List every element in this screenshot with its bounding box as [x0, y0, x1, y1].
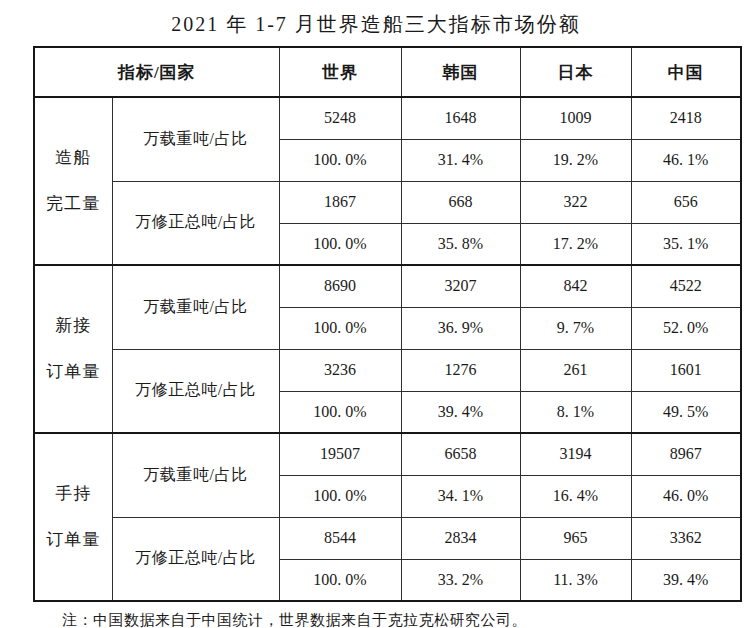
value-cell: 3207: [401, 265, 520, 307]
share-cell: 100. 0%: [279, 475, 401, 517]
value-cell: 668: [401, 181, 520, 223]
shipbuilding-market-share-table: 指标/国家 世界 韩国 日本 中国 造船 完工量 万载重吨/占比 5248 16…: [33, 46, 742, 602]
share-cell: 17. 2%: [520, 223, 631, 265]
value-cell: 8967: [631, 433, 741, 475]
header-col-japan: 日本: [520, 47, 631, 97]
value-cell: 3194: [520, 433, 631, 475]
value-cell: 8690: [279, 265, 401, 307]
share-cell: 52. 0%: [631, 307, 741, 349]
value-cell: 1648: [401, 97, 520, 139]
value-cell: 1276: [401, 349, 520, 391]
metric-label: 万修正总吨/占比: [112, 349, 279, 433]
share-cell: 36. 9%: [401, 307, 520, 349]
group-label-backlog: 手持 订单量: [34, 433, 112, 601]
share-cell: 9. 7%: [520, 307, 631, 349]
share-cell: 8. 1%: [520, 391, 631, 433]
share-cell: 100. 0%: [279, 559, 401, 601]
value-cell: 8544: [279, 517, 401, 559]
value-cell: 3362: [631, 517, 741, 559]
value-cell: 842: [520, 265, 631, 307]
share-cell: 49. 5%: [631, 391, 741, 433]
share-cell: 100. 0%: [279, 139, 401, 181]
header-indicator-country: 指标/国家: [34, 47, 279, 97]
value-cell: 1009: [520, 97, 631, 139]
share-cell: 39. 4%: [401, 391, 520, 433]
metric-label: 万载重吨/占比: [112, 265, 279, 349]
group-label-completions: 造船 完工量: [34, 97, 112, 265]
share-cell: 100. 0%: [279, 391, 401, 433]
header-col-china: 中国: [631, 47, 741, 97]
metric-label: 万载重吨/占比: [112, 97, 279, 181]
share-cell: 39. 4%: [631, 559, 741, 601]
value-cell: 2418: [631, 97, 741, 139]
value-cell: 3236: [279, 349, 401, 391]
share-cell: 19. 2%: [520, 139, 631, 181]
group-label-new-orders: 新接 订单量: [34, 265, 112, 433]
value-cell: 656: [631, 181, 741, 223]
share-cell: 100. 0%: [279, 307, 401, 349]
header-col-korea: 韩国: [401, 47, 520, 97]
table-row: 造船 完工量 万载重吨/占比 5248 1648 1009 2418: [34, 97, 741, 139]
share-cell: 16. 4%: [520, 475, 631, 517]
value-cell: 261: [520, 349, 631, 391]
share-cell: 35. 8%: [401, 223, 520, 265]
table-row: 手持 订单量 万载重吨/占比 19507 6658 3194 8967: [34, 433, 741, 475]
share-cell: 11. 3%: [520, 559, 631, 601]
table-row: 万修正总吨/占比 3236 1276 261 1601: [34, 349, 741, 391]
value-cell: 322: [520, 181, 631, 223]
share-cell: 31. 4%: [401, 139, 520, 181]
source-note: 注：中国数据来自于中国统计，世界数据来自于克拉克松研究公司。: [62, 611, 752, 628]
value-cell: 4522: [631, 265, 741, 307]
value-cell: 965: [520, 517, 631, 559]
metric-label: 万载重吨/占比: [112, 433, 279, 517]
share-cell: 46. 0%: [631, 475, 741, 517]
table-body: 造船 完工量 万载重吨/占比 5248 1648 1009 2418 100. …: [34, 97, 741, 601]
share-cell: 33. 2%: [401, 559, 520, 601]
table-header: 指标/国家 世界 韩国 日本 中国: [34, 47, 741, 97]
header-col-world: 世界: [279, 47, 401, 97]
value-cell: 19507: [279, 433, 401, 475]
share-cell: 34. 1%: [401, 475, 520, 517]
value-cell: 5248: [279, 97, 401, 139]
value-cell: 1601: [631, 349, 741, 391]
share-cell: 35. 1%: [631, 223, 741, 265]
table-row: 万修正总吨/占比 1867 668 322 656: [34, 181, 741, 223]
value-cell: 6658: [401, 433, 520, 475]
metric-label: 万修正总吨/占比: [112, 181, 279, 265]
table-row: 新接 订单量 万载重吨/占比 8690 3207 842 4522: [34, 265, 741, 307]
share-cell: 100. 0%: [279, 223, 401, 265]
table-row: 万修正总吨/占比 8544 2834 965 3362: [34, 517, 741, 559]
page-title: 2021 年 1-7 月世界造船三大指标市场份额: [0, 0, 752, 38]
header-row: 指标/国家 世界 韩国 日本 中国: [34, 47, 741, 97]
value-cell: 2834: [401, 517, 520, 559]
metric-label: 万修正总吨/占比: [112, 517, 279, 601]
value-cell: 1867: [279, 181, 401, 223]
share-cell: 46. 1%: [631, 139, 741, 181]
